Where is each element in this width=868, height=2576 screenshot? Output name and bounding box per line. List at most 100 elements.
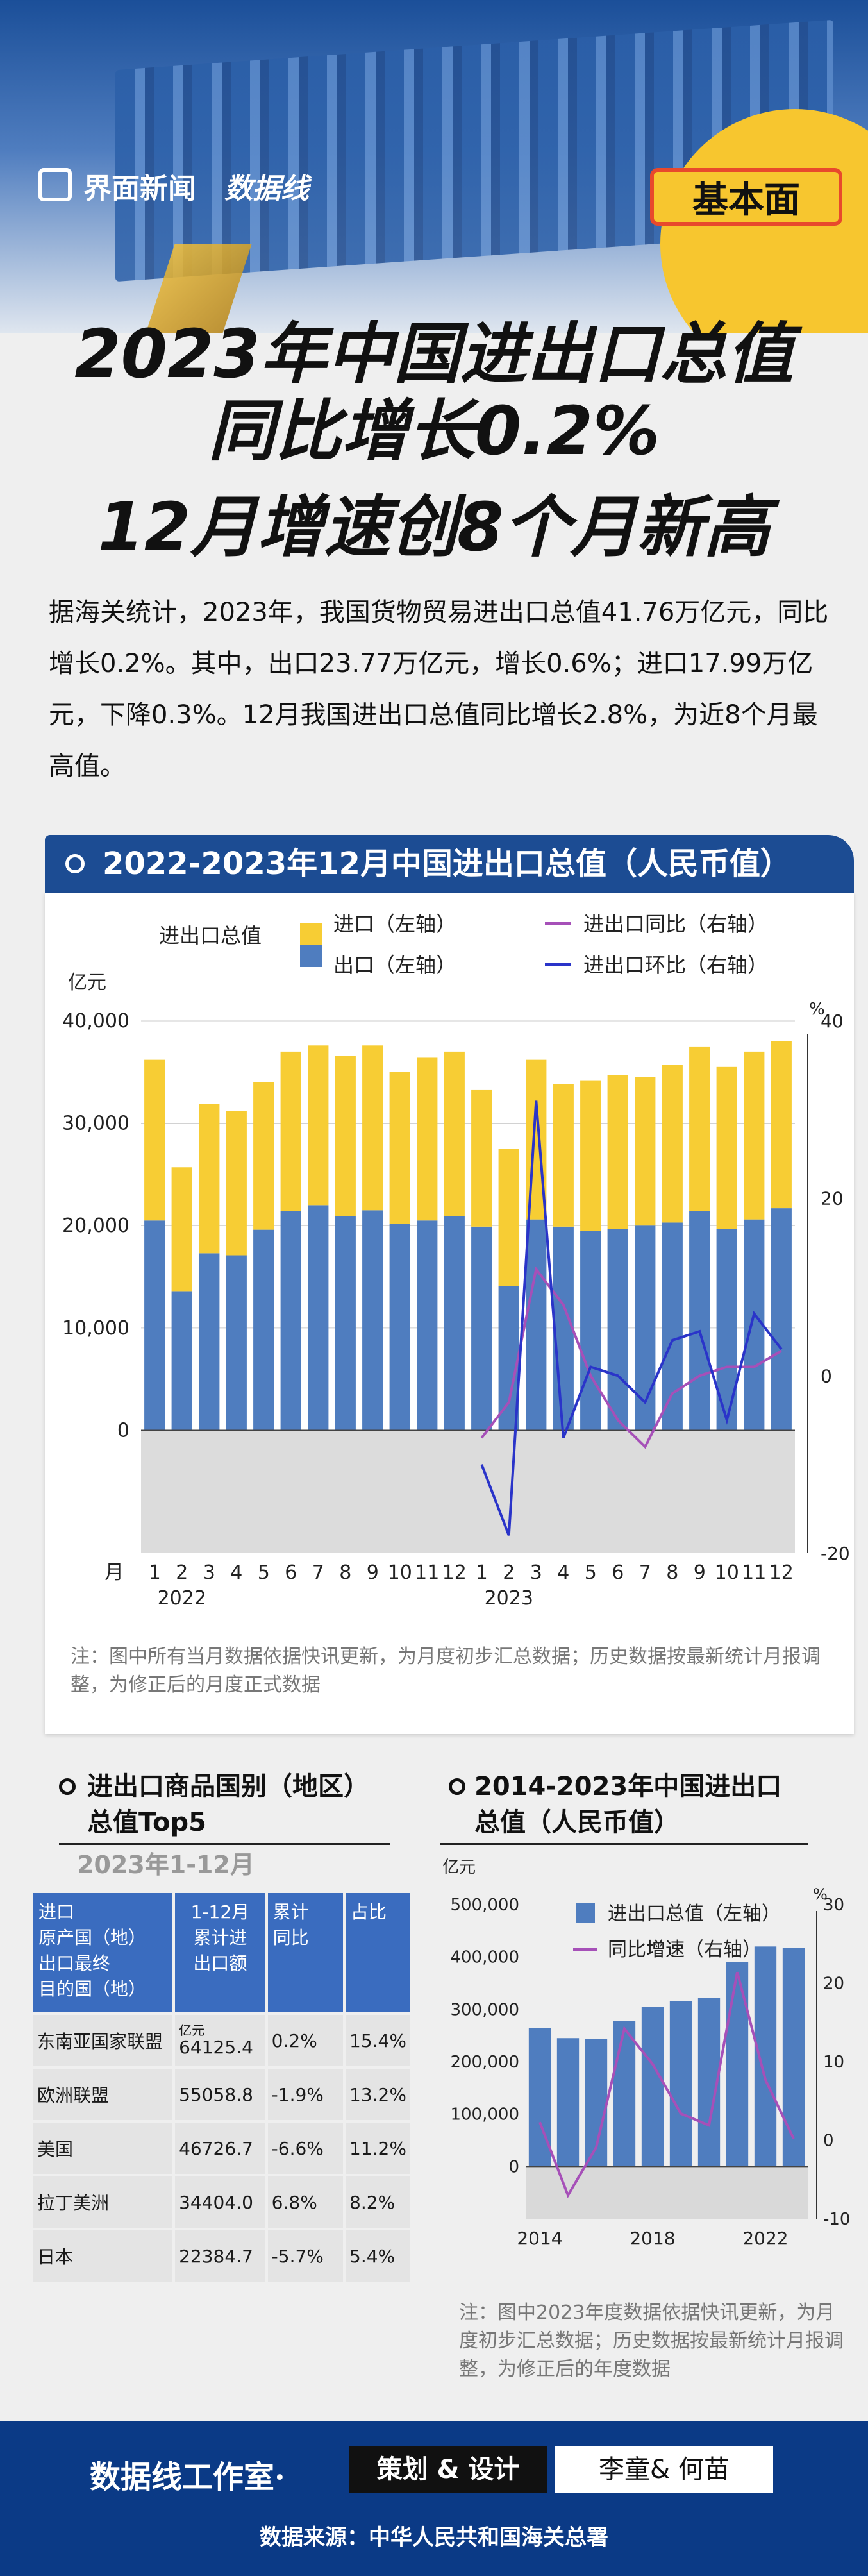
row-country: 日本 [33,2230,173,2282]
y-left-tick-label: 0 [508,2157,519,2176]
row-value: 22384.7 [175,2230,265,2282]
section2-divider [59,1843,390,1845]
x-tick-label: 8 [666,1562,678,1584]
table-row: 美国 46726.7 -6.6% 11.2% [33,2123,410,2174]
legend-title: 进出口总值 [159,923,262,948]
row-value: 55058.8 [175,2069,265,2120]
row-share: 11.2% [346,2123,410,2174]
studio-name: 数据线工作室· [90,2459,285,2495]
x-tick-label: 11 [742,1562,766,1584]
row-value-cell: 亿元 64125.4 [175,2015,265,2066]
y-right-tick-label: 40 [821,1011,844,1032]
row-share: 13.2% [346,2069,410,2120]
x-tick-label: 2 [503,1562,515,1584]
row-country: 美国 [33,2123,173,2174]
x-tick-label: 10 [388,1562,412,1584]
legend-mom: 进出口环比（右轴） [583,953,768,977]
data-source: 数据来源：中华人民共和国海关总署 [260,2525,608,2550]
x-tick-label: 10 [715,1562,739,1584]
row-yoy: -1.9% [267,2069,344,2120]
x-tick-label: 7 [639,1562,651,1584]
row-unit: 亿元 [179,2022,205,2038]
x-tick-label: 6 [612,1562,624,1584]
export-bar [253,1229,274,1431]
circle-bullet-icon [59,1778,76,1795]
row-yoy: -6.6% [267,2123,344,2174]
x-tick-label: 9 [367,1562,379,1584]
x-tick-label: 12 [442,1562,467,1584]
y-right-tick-label: 30 [823,1896,844,1915]
import-bar [471,1089,492,1227]
basic-badge: 基本面 [650,168,842,226]
import-bar [199,1104,220,1254]
import-bar [607,1075,628,1229]
legend-swatch-export [300,945,322,967]
x-tick-label: 7 [312,1562,324,1584]
section2-title-line1: 进出口商品国别（地区） [87,1772,369,1801]
legend-swatch-import [300,923,322,945]
import-bar [253,1082,274,1230]
y-right-tick-label: 10 [823,2053,844,2072]
year-label: 2023 [485,1587,533,1610]
export-bar [199,1253,220,1431]
x-tick-label: 3 [203,1562,215,1584]
table-row: 东南亚国家联盟 亿元 64125.4 0.2% 15.4% [33,2015,410,2066]
row-yoy: 0.2% [267,2015,344,2066]
import-bar [553,1084,574,1227]
circle-bullet-icon [449,1778,465,1795]
y-left-tick-label: 40,000 [62,1010,129,1032]
x-tick-label: 2022 [742,2228,788,2249]
x-tick-label: 11 [415,1562,439,1584]
y-left-tick-label: 400,000 [450,1948,519,1967]
footer: 数据线工作室· 策划 & 设计 李童& 何苗 数据来源：中华人民共和国海关总署 [0,2421,868,2576]
export-bar [335,1216,356,1431]
header-yoy: 累计 同比 [267,1893,344,2012]
x-tick-label: 12 [769,1562,794,1584]
import-bar [389,1072,410,1224]
row-share: 5.4% [346,2230,410,2282]
legend-yoy: 同比增速（右轴） [608,1939,762,1961]
section1-title: 2022-2023年12月中国进出口总值（人民币值） [103,846,791,882]
export-bar [144,1220,165,1431]
x-tick-label: 2 [176,1562,188,1584]
chart2-note: 注：图中2023年度数据依据快讯更新，为月度初步汇总数据；历史数据按最新统计月报… [459,2302,844,2380]
shujuxian-logo-text: 数据线 [224,173,309,205]
y-left-tick-label: 0 [117,1419,129,1442]
total-bar [613,2021,636,2167]
role-label: 策划 & 设计 [349,2446,547,2493]
row-yoy: 6.8% [267,2176,344,2228]
total-bar [528,2028,551,2167]
export-bar [308,1205,329,1431]
export-bar [662,1222,683,1431]
export-bar [607,1229,628,1431]
x-tick-label: 6 [285,1562,297,1584]
table-row: 拉丁美洲 34404.0 6.8% 8.2% [33,2176,410,2228]
y-left-unit: 亿元 [68,972,106,994]
import-bar [308,1045,329,1206]
y-right-unit: % [813,1885,828,1903]
page-title-line1: 2023年中国进出口总值 [74,315,794,393]
section2-title-line2: 总值Top5 [87,1808,206,1837]
header-value: 1-12月 累计进 出口额 [175,1893,265,2012]
y-right-unit: % [809,1000,825,1019]
y-left-tick-label: 10,000 [62,1317,129,1340]
y-left-tick-label: 500,000 [450,1896,519,1915]
yoy-line [480,1266,782,1449]
year-label: 2022 [158,1587,206,1610]
jiemian-logo-text: 界面新闻 [83,173,196,205]
import-bar [580,1080,601,1231]
negative-zone [141,1430,795,1553]
y-right-tick-label: 0 [821,1365,832,1386]
import-bar [444,1051,465,1216]
row-value: 64125.4 [179,2036,253,2058]
row-yoy: -5.7% [267,2230,344,2282]
x-tick-label: 3 [530,1562,542,1584]
y-left-tick-label: 300,000 [450,2000,519,2019]
import-bar [144,1059,165,1221]
table-row: 欧洲联盟 55058.8 -1.9% 13.2% [33,2069,410,2120]
row-value: 34404.0 [175,2176,265,2228]
import-bar [771,1041,792,1209]
import-bar [662,1065,683,1223]
top5-table: 进口 原产国（地） 出口最终 目的国（地） 1-12月 累计进 出口额 累计 同… [31,1890,413,2284]
